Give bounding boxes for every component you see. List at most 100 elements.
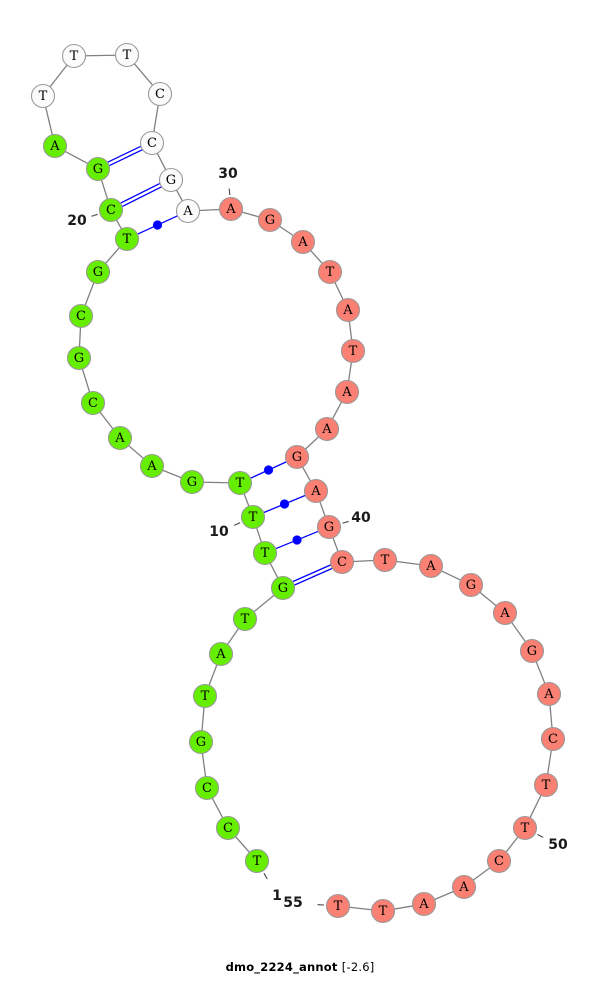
base-circle[interactable] bbox=[215, 815, 241, 841]
base-node[interactable]: T bbox=[114, 42, 140, 68]
base-circle[interactable] bbox=[80, 390, 106, 416]
base-circle[interactable] bbox=[188, 729, 214, 755]
base-node[interactable]: A bbox=[218, 196, 244, 222]
base-node[interactable]: C bbox=[215, 815, 241, 841]
base-circle[interactable] bbox=[85, 156, 111, 182]
base-circle[interactable] bbox=[147, 81, 173, 107]
base-node[interactable]: A bbox=[208, 641, 234, 667]
base-circle[interactable] bbox=[30, 83, 56, 109]
base-circle[interactable] bbox=[451, 874, 477, 900]
base-node[interactable]: T bbox=[372, 547, 398, 573]
base-node[interactable]: A bbox=[42, 133, 68, 159]
base-node[interactable]: T bbox=[61, 43, 87, 69]
base-node[interactable]: A bbox=[175, 198, 201, 224]
base-circle[interactable] bbox=[418, 553, 444, 579]
base-node[interactable]: A bbox=[290, 229, 316, 255]
base-circle[interactable] bbox=[66, 345, 92, 371]
base-node[interactable]: C bbox=[80, 390, 106, 416]
base-circle[interactable] bbox=[372, 547, 398, 573]
base-node[interactable]: C bbox=[486, 848, 512, 874]
base-node[interactable]: T bbox=[30, 83, 56, 109]
base-node[interactable]: C bbox=[194, 775, 220, 801]
base-circle[interactable] bbox=[61, 43, 87, 69]
base-node[interactable]: T bbox=[227, 470, 253, 496]
base-node[interactable]: T bbox=[252, 540, 278, 566]
base-node[interactable]: T bbox=[317, 259, 343, 285]
base-node[interactable]: G bbox=[179, 469, 205, 495]
base-circle[interactable] bbox=[536, 681, 562, 707]
base-circle[interactable] bbox=[194, 775, 220, 801]
base-node[interactable]: A bbox=[451, 874, 477, 900]
base-node[interactable]: A bbox=[303, 478, 329, 504]
base-node[interactable]: G bbox=[257, 207, 283, 233]
base-node[interactable]: T bbox=[114, 226, 140, 252]
base-node[interactable]: T bbox=[232, 606, 258, 632]
base-circle[interactable] bbox=[175, 198, 201, 224]
base-node[interactable]: C bbox=[98, 197, 124, 223]
base-circle[interactable] bbox=[533, 772, 559, 798]
base-node[interactable]: A bbox=[314, 416, 340, 442]
base-circle[interactable] bbox=[519, 638, 545, 664]
base-circle[interactable] bbox=[252, 540, 278, 566]
base-node[interactable]: G bbox=[284, 444, 310, 470]
base-circle[interactable] bbox=[335, 297, 361, 323]
base-node[interactable]: G bbox=[158, 167, 184, 193]
base-node[interactable]: G bbox=[270, 575, 296, 601]
base-node[interactable]: T bbox=[512, 815, 538, 841]
base-node[interactable]: T bbox=[244, 848, 270, 874]
base-circle[interactable] bbox=[227, 470, 253, 496]
base-node[interactable]: A bbox=[335, 297, 361, 323]
base-node[interactable]: A bbox=[139, 453, 165, 479]
base-circle[interactable] bbox=[317, 259, 343, 285]
base-node[interactable]: G bbox=[85, 156, 111, 182]
base-circle[interactable] bbox=[512, 815, 538, 841]
base-node[interactable]: T bbox=[340, 338, 366, 364]
base-circle[interactable] bbox=[492, 600, 518, 626]
base-node[interactable]: A bbox=[536, 681, 562, 707]
base-node[interactable]: G bbox=[316, 514, 342, 540]
base-circle[interactable] bbox=[240, 504, 266, 530]
base-node[interactable]: T bbox=[240, 504, 266, 530]
base-circle[interactable] bbox=[325, 893, 351, 919]
base-circle[interactable] bbox=[303, 478, 329, 504]
base-circle[interactable] bbox=[158, 167, 184, 193]
base-circle[interactable] bbox=[540, 726, 566, 752]
base-circle[interactable] bbox=[334, 379, 360, 405]
base-circle[interactable] bbox=[139, 130, 165, 156]
base-circle[interactable] bbox=[85, 259, 111, 285]
base-circle[interactable] bbox=[192, 683, 218, 709]
base-circle[interactable] bbox=[139, 453, 165, 479]
base-node[interactable]: A bbox=[411, 891, 437, 917]
base-circle[interactable] bbox=[458, 572, 484, 598]
base-circle[interactable] bbox=[270, 575, 296, 601]
base-node[interactable]: G bbox=[519, 638, 545, 664]
base-circle[interactable] bbox=[290, 229, 316, 255]
base-node[interactable]: C bbox=[139, 130, 165, 156]
base-node[interactable]: G bbox=[188, 729, 214, 755]
base-node[interactable]: C bbox=[68, 303, 94, 329]
base-node[interactable]: T bbox=[370, 898, 396, 924]
base-node[interactable]: C bbox=[147, 81, 173, 107]
base-node[interactable]: G bbox=[66, 345, 92, 371]
base-circle[interactable] bbox=[411, 891, 437, 917]
base-circle[interactable] bbox=[257, 207, 283, 233]
base-circle[interactable] bbox=[68, 303, 94, 329]
base-circle[interactable] bbox=[244, 848, 270, 874]
base-circle[interactable] bbox=[42, 133, 68, 159]
base-node[interactable]: A bbox=[334, 379, 360, 405]
base-circle[interactable] bbox=[370, 898, 396, 924]
base-node[interactable]: T bbox=[192, 683, 218, 709]
base-circle[interactable] bbox=[340, 338, 366, 364]
base-circle[interactable] bbox=[486, 848, 512, 874]
base-node[interactable]: G bbox=[458, 572, 484, 598]
base-circle[interactable] bbox=[329, 549, 355, 575]
base-circle[interactable] bbox=[316, 514, 342, 540]
base-circle[interactable] bbox=[232, 606, 258, 632]
base-node[interactable]: T bbox=[533, 772, 559, 798]
base-node[interactable]: A bbox=[107, 425, 133, 451]
base-node[interactable]: G bbox=[85, 259, 111, 285]
base-node[interactable]: A bbox=[492, 600, 518, 626]
base-node[interactable]: C bbox=[329, 549, 355, 575]
